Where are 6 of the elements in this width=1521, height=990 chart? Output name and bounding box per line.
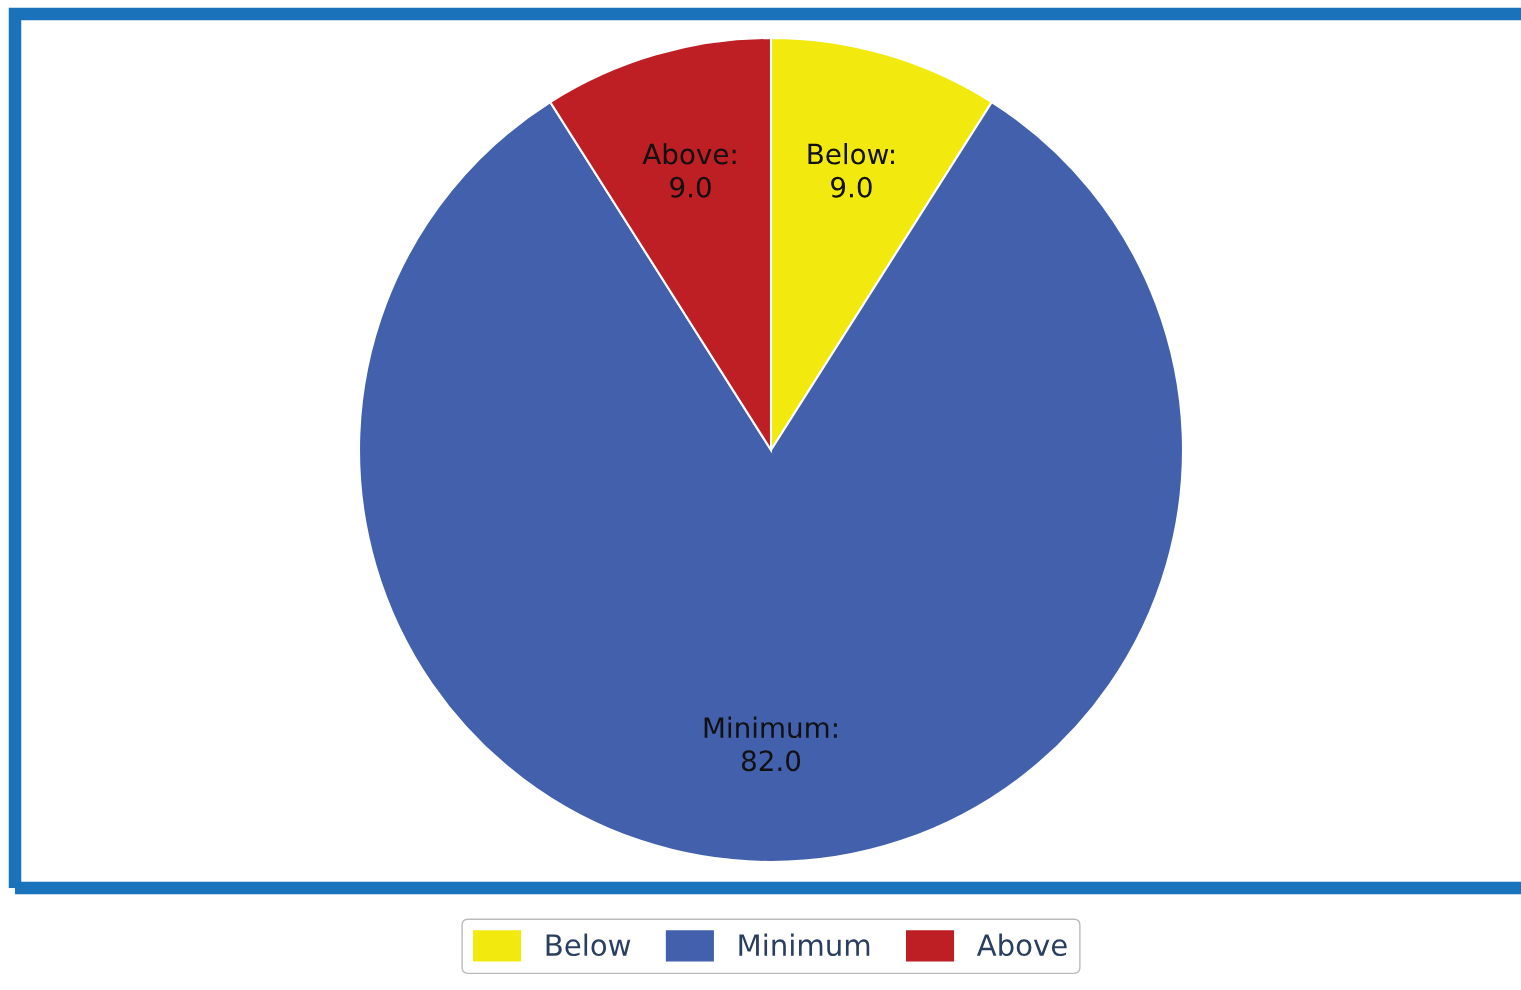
legend-label: Minimum: [739, 933, 870, 957]
data-label: Minimum: 82.0: [704, 716, 837, 772]
data-label: Above: 9.0: [642, 143, 736, 198]
legend-label: Below: [546, 933, 631, 957]
data-label: Below: 9.0: [808, 143, 894, 198]
legend-label: Above: [976, 933, 1067, 957]
